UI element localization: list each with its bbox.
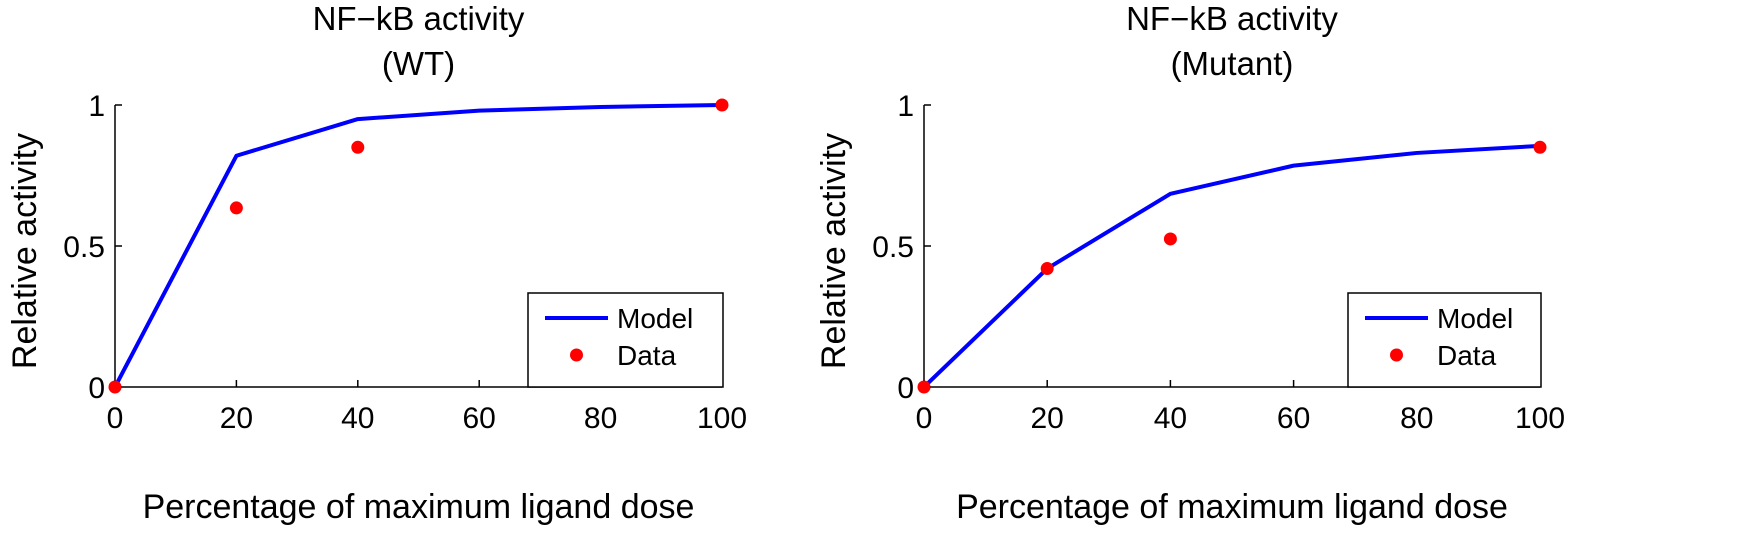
chart-panel-2: NF−kB activity (Mutant) 0 20 40 60 80 100 0 0.5 1 P… [815, 0, 1565, 526]
legend-swatch-data [1390, 348, 1403, 362]
x-tick-label: 100 [697, 402, 747, 435]
x-tick-label: 20 [220, 402, 253, 435]
x-tick-label: 60 [463, 402, 496, 435]
x-axis-label: Percentage of maximum ligand dose [956, 488, 1508, 526]
y-tick-label: 0 [88, 372, 105, 405]
data-point-data [1040, 262, 1054, 276]
y-tick-label: 0 [897, 372, 914, 405]
x-tick-label: 100 [1515, 402, 1565, 435]
y-tick-label: 1 [88, 90, 105, 123]
legend-label-model: Model [617, 303, 693, 334]
legend-box [1347, 292, 1542, 388]
x-tick-label: 40 [341, 402, 374, 435]
data-point-data [917, 380, 931, 394]
x-tick-label: 0 [916, 402, 933, 435]
chart-title-line-1: NF−kB activity [313, 0, 525, 37]
data-point-data [351, 140, 365, 154]
x-tick-label: 80 [1400, 402, 1433, 435]
chart-title-line-2: (Mutant) [1171, 45, 1294, 82]
data-point-data [108, 380, 122, 394]
legend-label-data: Data [617, 340, 677, 371]
x-tick-label: 40 [1154, 402, 1187, 435]
x-tick-label: 20 [1031, 402, 1064, 435]
y-tick-label: 1 [897, 90, 914, 123]
series-line-model [113, 103, 724, 389]
legend-swatch-data [570, 348, 583, 362]
data-point-data [1163, 232, 1177, 246]
data-point-data [715, 98, 729, 112]
chart-title-line-2: (WT) [382, 45, 455, 82]
data-point-data [1533, 140, 1547, 154]
chart-title-line-1: NF−kB activity [1126, 0, 1338, 37]
x-tick-label: 80 [584, 402, 617, 435]
data-point-data [229, 201, 243, 215]
y-tick-label: 0.5 [872, 231, 914, 264]
chart-legend: Model Data [527, 292, 724, 388]
chart-legend: Model Data [1347, 292, 1542, 388]
legend-box [527, 292, 724, 388]
chart-panel-1: NF−kB activity (WT) 0 20 40 60 80 100 0 0.5 1 Perce… [6, 0, 747, 526]
x-axis-label: Percentage of maximum ligand dose [143, 488, 695, 526]
series-line-model [922, 143, 1542, 389]
y-axis-label: Relative activity [6, 133, 44, 369]
legend-label-data: Data [1437, 340, 1497, 371]
y-tick-label: 0.5 [63, 231, 105, 264]
y-axis-label: Relative activity [815, 133, 853, 369]
legend-label-model: Model [1437, 303, 1513, 334]
x-tick-label: 60 [1277, 402, 1310, 435]
x-tick-label: 0 [107, 402, 124, 435]
